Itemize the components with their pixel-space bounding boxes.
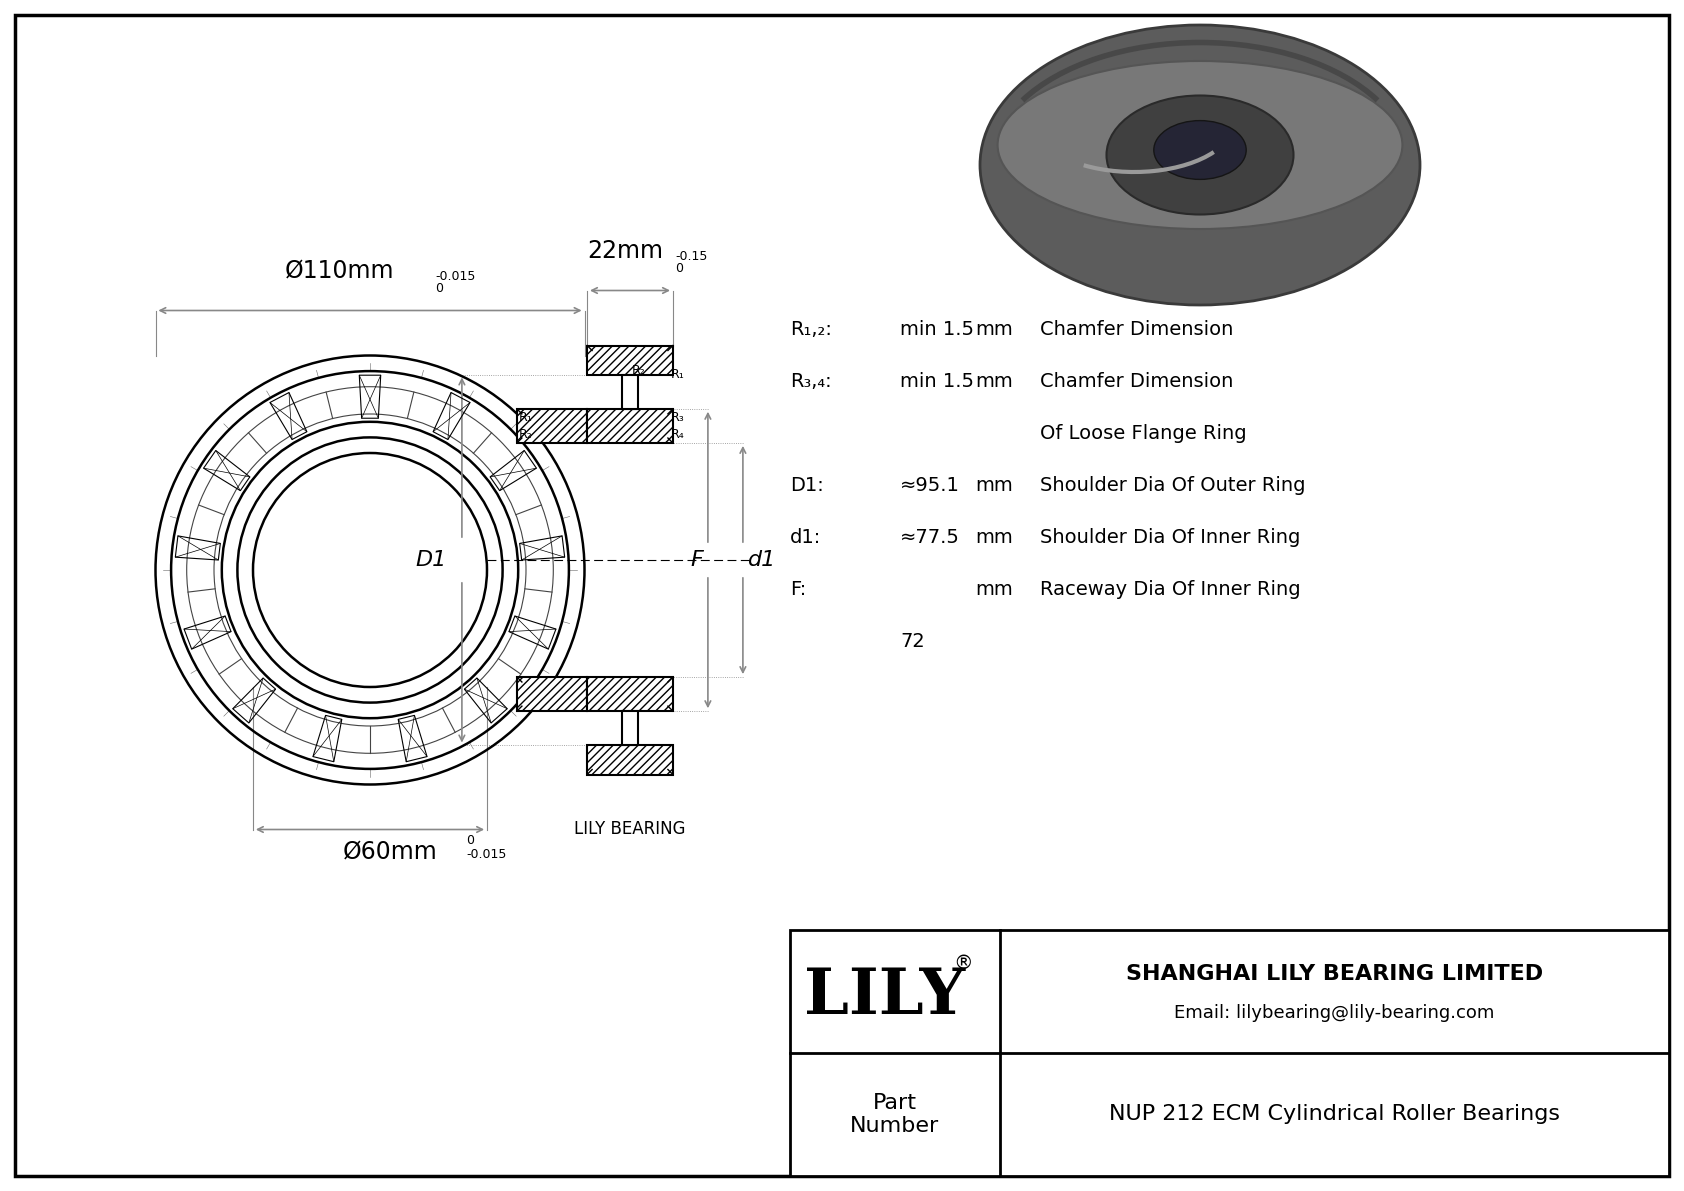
Text: Email: lilybearing@lily-bearing.com: Email: lilybearing@lily-bearing.com [1174,1004,1495,1023]
Text: d1:: d1: [790,528,822,547]
Bar [517,676,588,711]
Bar [621,711,638,746]
Text: 72: 72 [899,632,925,651]
Text: D1: D1 [416,550,446,570]
Text: R₄: R₄ [670,428,685,441]
Text: mm: mm [975,528,1012,547]
Text: R₁,₂:: R₁,₂: [790,320,832,339]
Text: Chamfer Dimension: Chamfer Dimension [1041,320,1233,339]
Text: NUP 212 ECM Cylindrical Roller Bearings: NUP 212 ECM Cylindrical Roller Bearings [1110,1104,1559,1124]
Text: R₃,₄:: R₃,₄: [790,372,832,391]
Text: Part
Number: Part Number [850,1093,940,1136]
Text: Ø110mm: Ø110mm [285,258,394,282]
Text: Chamfer Dimension: Chamfer Dimension [1041,372,1233,391]
Text: min 1.5: min 1.5 [899,320,973,339]
Text: Shoulder Dia Of Outer Ring: Shoulder Dia Of Outer Ring [1041,476,1305,495]
Ellipse shape [1154,120,1246,180]
Bar [621,374,638,409]
Ellipse shape [997,61,1403,229]
Text: 0: 0 [466,835,473,848]
Text: F:: F: [790,580,807,599]
Bar [790,930,1669,1176]
Bar [588,345,674,374]
Text: ≈77.5: ≈77.5 [899,528,960,547]
Text: ≈95.1: ≈95.1 [899,476,960,495]
Text: 22mm: 22mm [588,238,663,262]
Bar [588,676,674,711]
Text: Ø60mm: Ø60mm [342,840,438,863]
Text: SHANGHAI LILY BEARING LIMITED: SHANGHAI LILY BEARING LIMITED [1127,964,1543,984]
Bar [588,409,674,443]
Text: D1:: D1: [790,476,823,495]
Text: 0: 0 [675,262,684,275]
Text: Of Loose Flange Ring: Of Loose Flange Ring [1041,424,1246,443]
Text: ®: ® [953,954,973,973]
Text: F: F [690,550,702,570]
Text: R₁: R₁ [519,411,532,424]
Text: -0.015: -0.015 [434,269,475,282]
Bar [588,746,674,774]
Text: mm: mm [975,580,1012,599]
Text: LILY BEARING: LILY BEARING [574,819,685,837]
Text: R₃: R₃ [670,411,685,424]
Text: 0: 0 [434,282,443,295]
Text: R₂: R₂ [632,363,645,376]
Text: mm: mm [975,320,1012,339]
Text: Raceway Dia Of Inner Ring: Raceway Dia Of Inner Ring [1041,580,1300,599]
Ellipse shape [980,25,1420,305]
Text: min 1.5: min 1.5 [899,372,973,391]
Text: -0.15: -0.15 [675,249,707,262]
Text: mm: mm [975,476,1012,495]
Text: LILY: LILY [805,966,965,1027]
Text: -0.015: -0.015 [466,848,507,861]
Text: R₂: R₂ [519,428,532,441]
Text: mm: mm [975,372,1012,391]
Bar [517,409,588,443]
Text: Shoulder Dia Of Inner Ring: Shoulder Dia Of Inner Ring [1041,528,1300,547]
Text: d1: d1 [748,550,776,570]
Ellipse shape [1106,95,1293,214]
Text: R₁: R₁ [670,368,685,380]
